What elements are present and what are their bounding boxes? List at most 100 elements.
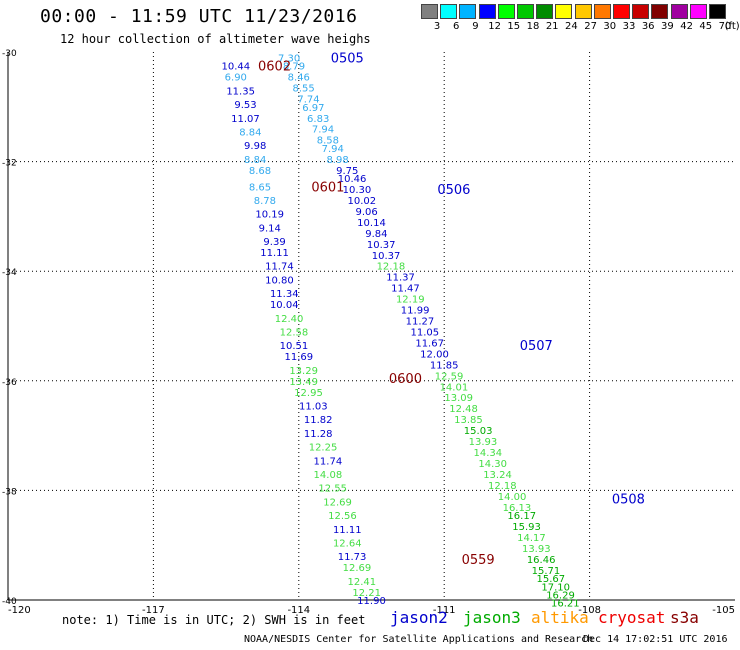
swh-value-label: 12.21 <box>352 588 381 599</box>
page-subtitle: 12 hour collection of altimeter wave hei… <box>60 32 371 46</box>
swh-value-label: 9.53 <box>234 100 256 111</box>
swh-value-label: 12.18 <box>488 481 517 492</box>
legend-swatch-39 <box>651 4 669 19</box>
swh-value-label: 12.69 <box>343 563 372 574</box>
lon-tick-label: -117 <box>142 605 165 616</box>
swh-value-label: 11.11 <box>333 525 362 536</box>
swh-value-label: 12.00 <box>420 349 449 360</box>
swh-value-label: 9.14 <box>259 223 281 234</box>
swh-value-label: 16.29 <box>546 591 575 602</box>
swh-value-label: 10.19 <box>255 210 284 221</box>
lon-tick-label: -108 <box>578 605 601 616</box>
swh-value-label: 10.51 <box>280 341 309 352</box>
satellite-label-altika: altika <box>531 608 589 627</box>
legend-swatch-36 <box>632 4 650 19</box>
satellite-label-jason3: jason3 <box>463 608 521 627</box>
swh-value-label: 9.75 <box>336 166 358 177</box>
legend-swatch-70 <box>709 4 726 19</box>
satellite-label-jason2: jason2 <box>390 608 448 627</box>
swh-value-label: 11.11 <box>260 248 289 259</box>
swh-value-label: 11.67 <box>415 338 444 349</box>
swh-value-label: 13.93 <box>469 437 498 448</box>
swh-value-label: 8.68 <box>249 166 271 177</box>
lat-tick-label: -32 <box>2 159 17 169</box>
legend-label: 27 <box>584 21 597 32</box>
swh-value-label: 12.56 <box>328 511 357 522</box>
legend-label: 18 <box>526 21 540 32</box>
swh-value-label: 11.73 <box>338 552 367 563</box>
swh-value-label: 16.46 <box>527 555 556 566</box>
swh-value-label: 11.99 <box>401 306 430 317</box>
swh-value-label: 12.40 <box>275 314 304 325</box>
legend-swatch-12 <box>478 4 496 19</box>
footer-credit: NOAA/NESDIS Center for Satellite Applica… <box>244 634 594 645</box>
swh-value-label: 10.37 <box>367 240 396 251</box>
swh-value-label: 9.06 <box>356 207 378 218</box>
satellite-label-s3a: s3a <box>670 608 699 627</box>
swh-value-label: 15.03 <box>464 426 493 437</box>
swh-value-label: 12.64 <box>333 538 362 549</box>
lat-tick-label: -40 <box>2 597 17 607</box>
pass-tag: 0506 <box>437 183 470 198</box>
swh-value-label: 11.34 <box>270 289 299 300</box>
swh-value-label: 6.90 <box>225 73 247 84</box>
swh-value-label: 8.46 <box>288 73 310 84</box>
swh-value-label: 12.59 <box>435 371 464 382</box>
swh-value-label: 10.14 <box>357 218 386 229</box>
swh-value-label: 11.03 <box>299 401 328 412</box>
legend-label: 12 <box>488 21 501 32</box>
swh-value-label: 8.65 <box>249 182 271 193</box>
swh-value-label: 16.17 <box>507 511 536 522</box>
swh-value-label: 8.79 <box>283 62 305 73</box>
legend-label: 24 <box>565 21 578 32</box>
swh-value-label: 7.30 <box>278 53 300 64</box>
pass-tag: 0508 <box>612 493 645 508</box>
time-tag: 0559 <box>462 553 495 568</box>
swh-value-label: 13.24 <box>483 470 512 481</box>
swh-value-label: 11.05 <box>410 327 439 338</box>
legend-label: 39 <box>661 21 674 32</box>
swh-value-label: 13.49 <box>289 377 318 388</box>
footer-note: note: 1) Time is in UTC; 2) SWH is in fe… <box>62 613 366 627</box>
legend-swatch-45 <box>689 4 707 19</box>
swh-value-label: 11.35 <box>226 86 255 97</box>
swh-value-label: 12.41 <box>347 577 376 588</box>
swh-value-label: 13.93 <box>522 544 551 555</box>
swh-value-label: 11.07 <box>231 114 260 125</box>
lat-tick-label: -30 <box>2 49 17 59</box>
lat-tick-label: -36 <box>2 378 17 388</box>
swh-value-label: 10.04 <box>270 300 299 311</box>
time-tag: 0602 <box>258 60 291 75</box>
swh-value-label: 6.97 <box>302 103 324 114</box>
swh-value-label: 8.98 <box>326 155 348 166</box>
swh-value-label: 11.82 <box>304 415 333 426</box>
swh-value-label: 11.69 <box>284 352 313 363</box>
legend-swatch-15 <box>497 4 515 19</box>
swh-value-label: 13.29 <box>289 366 318 377</box>
swh-value-label: 12.25 <box>309 443 338 454</box>
swh-value-label: 9.98 <box>244 141 266 152</box>
satellite-label-cryosat: cryosat <box>598 608 666 627</box>
lon-tick-label: -114 <box>287 605 310 616</box>
swh-value-label: 12.95 <box>294 388 323 399</box>
swh-value-label: 11.37 <box>386 273 415 284</box>
swh-value-label: 8.84 <box>244 155 266 166</box>
color-legend: 3 6 9 12 15 18 21 24 27 30 33 36 39 42 45 70 (ft) <box>421 4 740 36</box>
swh-value-label: 12.19 <box>396 295 425 306</box>
swh-value-label: 11.27 <box>406 317 435 328</box>
legend-label: 36 <box>641 21 655 32</box>
page-title: 00:00 - 11:59 UTC 11/23/2016 <box>40 6 358 27</box>
swh-value-label: 7.94 <box>322 144 344 155</box>
swh-value-label: 14.30 <box>478 459 507 470</box>
legend-swatch-42 <box>670 4 688 19</box>
legend-swatch-6 <box>440 4 458 19</box>
time-tag: 0600 <box>389 372 422 387</box>
swh-value-label: 10.02 <box>347 196 376 207</box>
swh-value-label: 9.39 <box>263 237 285 248</box>
swh-value-label: 14.08 <box>314 470 343 481</box>
swh-value-label: 16.13 <box>503 503 532 514</box>
swh-value-label: 11.74 <box>265 262 294 273</box>
swh-value-label: 14.34 <box>473 448 502 459</box>
swh-value-label: 6.83 <box>307 114 329 125</box>
